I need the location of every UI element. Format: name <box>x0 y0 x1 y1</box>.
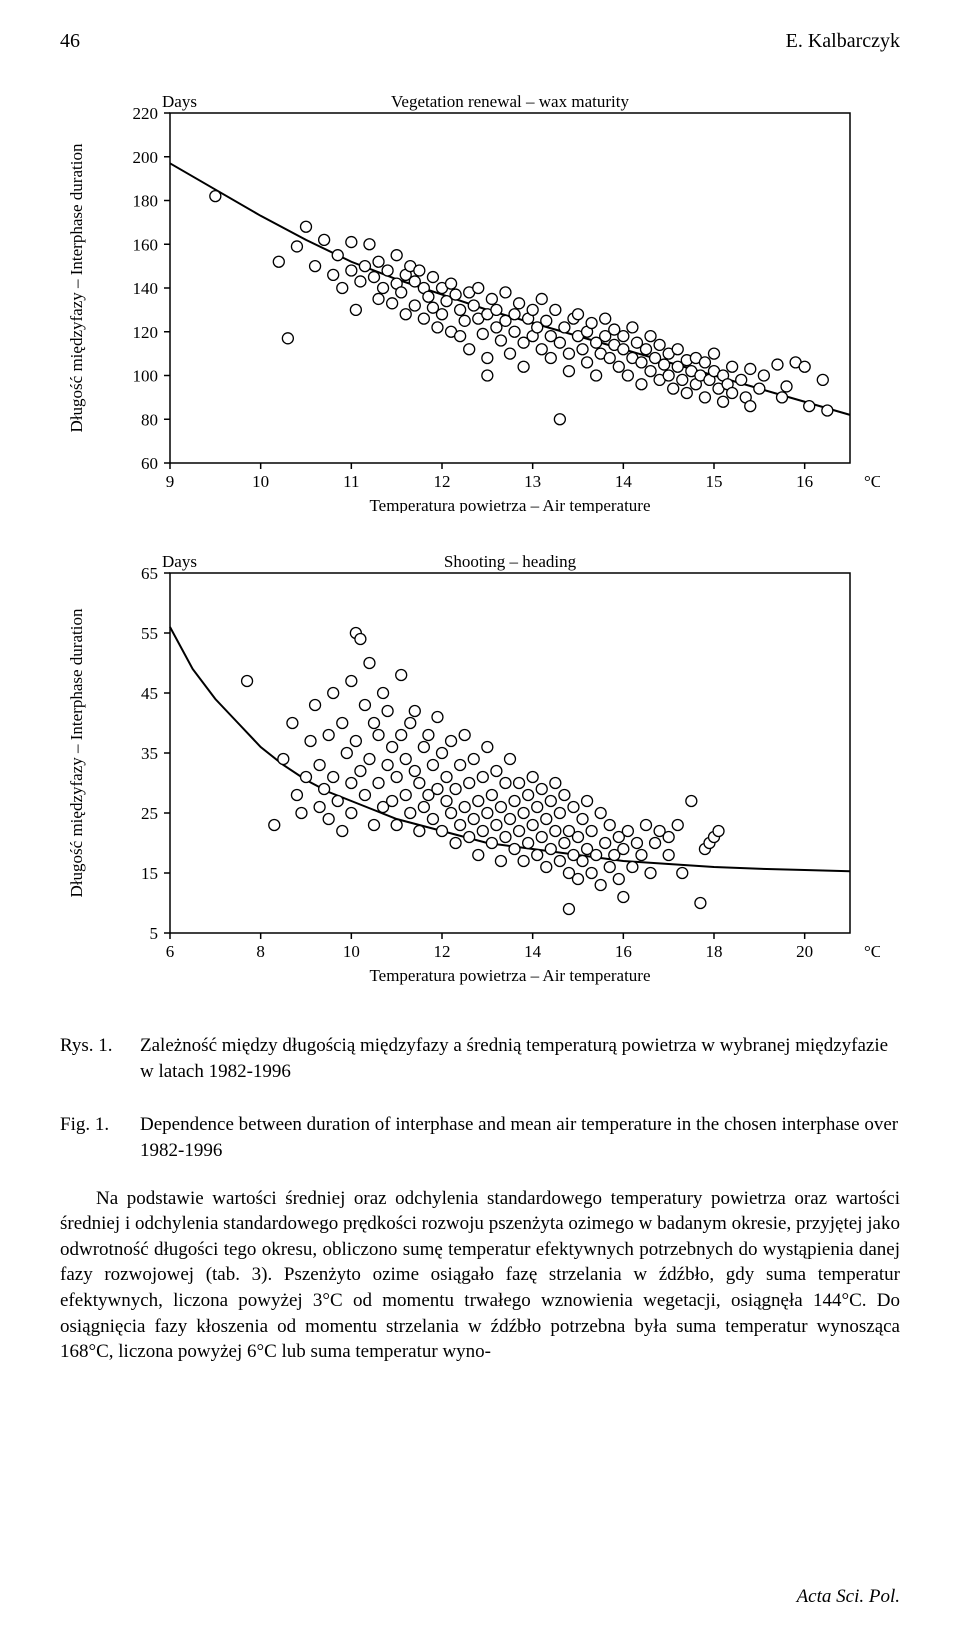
caption-fig-label: Fig. 1. <box>60 1112 140 1163</box>
chart-1-svg: 9 10 11 12 13 14 15 16 60 80 100 120 140 160 180 200 220… <box>60 93 880 513</box>
svg-text:5: 5 <box>150 924 159 943</box>
svg-text:°C: °C <box>864 942 880 961</box>
svg-text:16: 16 <box>796 472 813 491</box>
svg-text:14: 14 <box>615 472 633 491</box>
caption-fig-text: Dependence between duration of interphas… <box>140 1112 900 1163</box>
svg-text:15: 15 <box>141 864 158 883</box>
svg-text:180: 180 <box>133 192 159 211</box>
svg-text:°C: °C <box>864 472 880 491</box>
svg-text:Długość międzyfazy – Interphas: Długość międzyfazy – Interphase duration <box>67 608 86 897</box>
svg-text:18: 18 <box>706 942 723 961</box>
svg-text:Days: Days <box>162 93 197 111</box>
svg-text:100: 100 <box>133 367 159 386</box>
caption-rys-label: Rys. 1. <box>60 1033 140 1084</box>
caption-rys: Rys. 1. Zależność między długością międz… <box>60 1033 900 1084</box>
svg-text:Długość międzyfazy – Interphas: Długość międzyfazy – Interphase duration <box>67 143 86 432</box>
svg-text:16: 16 <box>615 942 632 961</box>
caption-fig: Fig. 1. Dependence between duration of i… <box>60 1112 900 1163</box>
chart-2: 681012141618205152535455565DniDays°CStrz… <box>60 553 900 993</box>
svg-text:10: 10 <box>252 472 269 491</box>
svg-text:80: 80 <box>141 410 158 429</box>
svg-text:220: 220 <box>133 104 159 123</box>
svg-text:13: 13 <box>524 472 541 491</box>
svg-text:35: 35 <box>141 744 158 763</box>
svg-text:11: 11 <box>343 472 359 491</box>
svg-text:Shooting – heading: Shooting – heading <box>444 553 577 571</box>
svg-text:10: 10 <box>343 942 360 961</box>
svg-text:Vegetation renewal – wax matur: Vegetation renewal – wax maturity <box>391 93 629 111</box>
svg-text:Temperatura powietrza – Air te: Temperatura powietrza – Air temperature <box>369 966 650 985</box>
svg-text:55: 55 <box>141 624 158 643</box>
svg-text:12: 12 <box>434 472 451 491</box>
svg-text:14: 14 <box>524 942 542 961</box>
svg-text:65: 65 <box>141 564 158 583</box>
svg-text:140: 140 <box>133 279 159 298</box>
svg-text:Temperatura powietrza – Air te: Temperatura powietrza – Air temperature <box>369 496 650 513</box>
chart-1: 9 10 11 12 13 14 15 16 60 80 100 120 140 160 180 200 220… <box>60 93 900 513</box>
svg-text:9: 9 <box>166 472 175 491</box>
footer-journal: Acta Sci. Pol. <box>797 1586 900 1608</box>
svg-text:45: 45 <box>141 684 158 703</box>
svg-text:6: 6 <box>166 942 175 961</box>
svg-text:120: 120 <box>133 323 159 342</box>
svg-text:8: 8 <box>256 942 265 961</box>
svg-text:200: 200 <box>133 148 159 167</box>
svg-text:20: 20 <box>796 942 813 961</box>
caption-rys-text: Zależność między długością międzyfazy a … <box>140 1033 900 1084</box>
chart-2-svg: 681012141618205152535455565DniDays°CStrz… <box>60 553 880 993</box>
author-name: E. Kalbarczyk <box>786 30 900 53</box>
svg-text:160: 160 <box>133 235 159 254</box>
svg-text:60: 60 <box>141 454 158 473</box>
svg-text:Days: Days <box>162 553 197 571</box>
svg-text:15: 15 <box>706 472 723 491</box>
svg-text:12: 12 <box>434 942 451 961</box>
body-paragraph: Na podstawie wartości średniej oraz odch… <box>60 1186 900 1365</box>
svg-text:25: 25 <box>141 804 158 823</box>
page-number: 46 <box>60 30 80 53</box>
